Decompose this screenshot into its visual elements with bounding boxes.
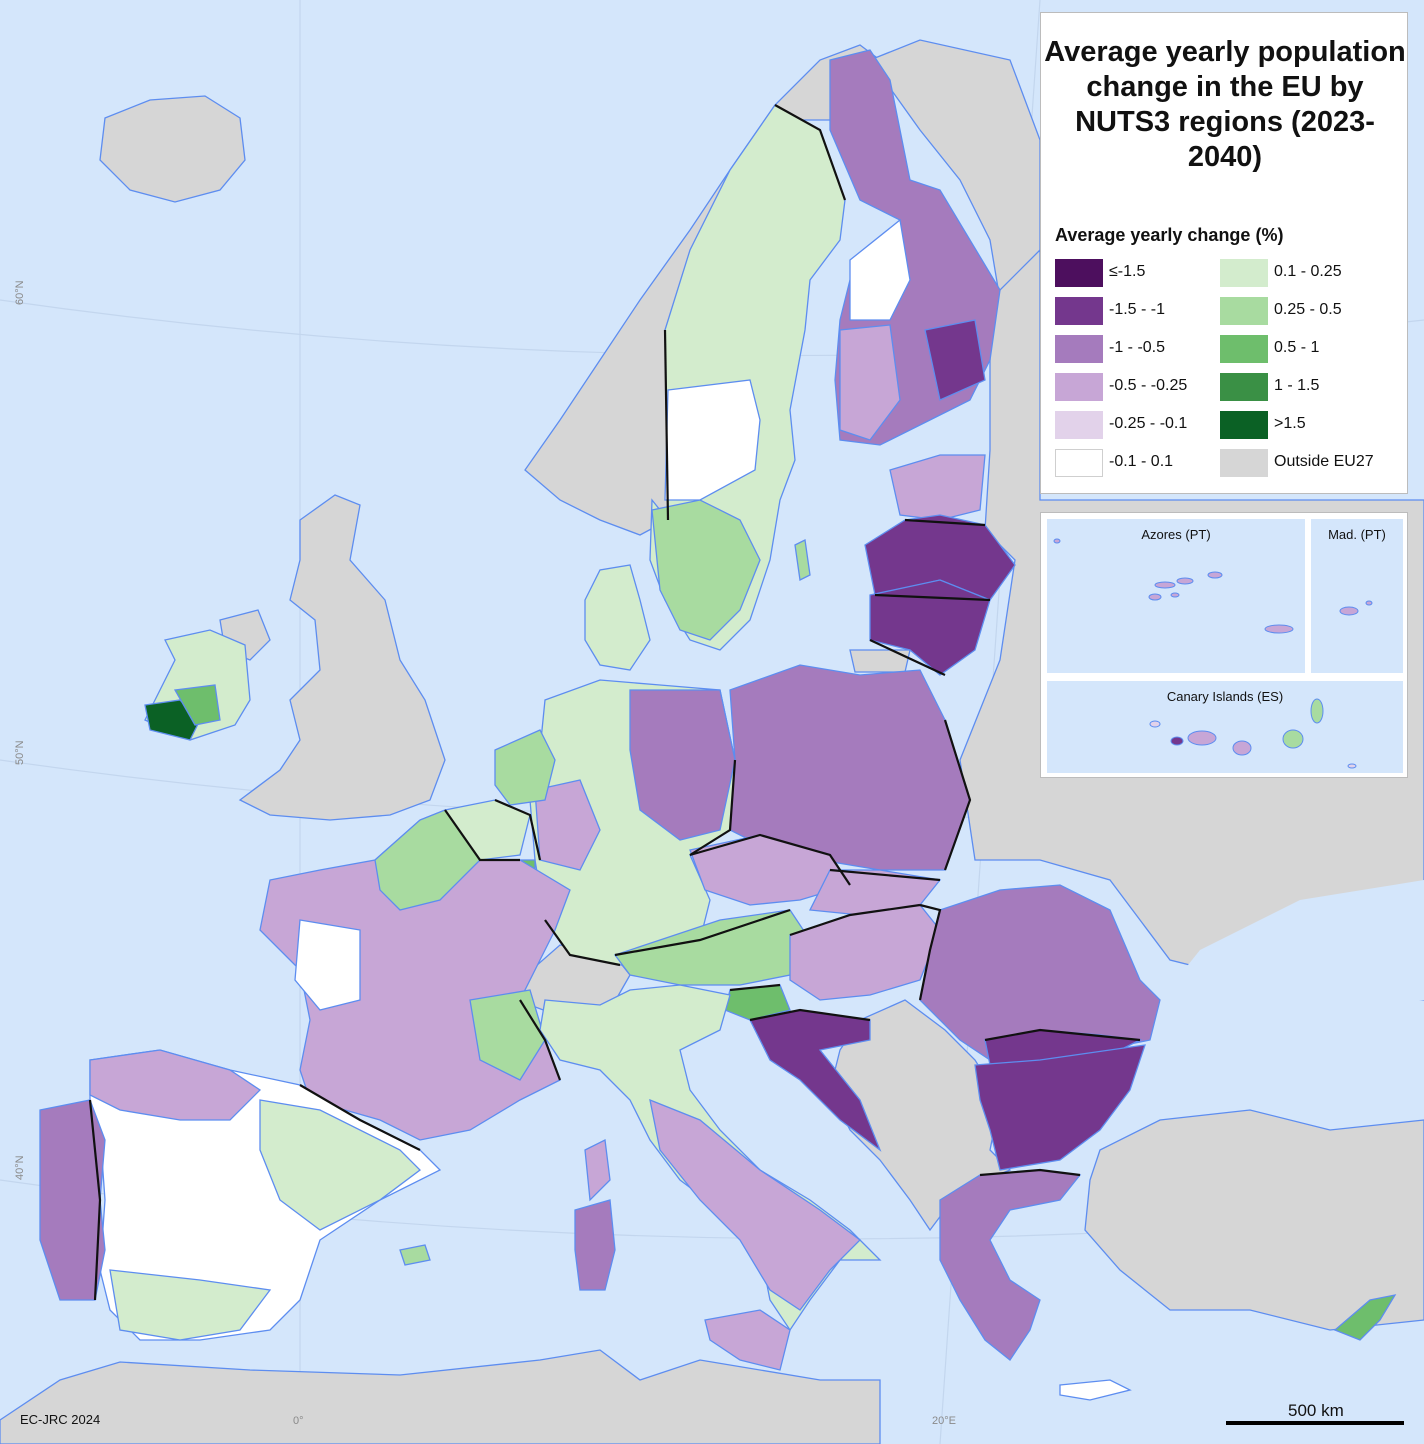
graticule-label-50n: 50°N xyxy=(14,740,26,765)
legend-swatch xyxy=(1055,411,1103,439)
sicily xyxy=(704,1309,791,1371)
inset-madeira: Mad. (PT) xyxy=(1311,519,1403,673)
legend-label: -0.5 - -0.25 xyxy=(1109,377,1188,394)
finland-dark xyxy=(924,319,986,401)
lithuania xyxy=(869,579,991,676)
azores-islands xyxy=(1053,538,1294,634)
legend-label: 0.5 - 1 xyxy=(1274,339,1320,356)
graticule-label-0: 0° xyxy=(293,1415,304,1427)
legend-swatch xyxy=(1055,449,1103,477)
legend-swatch xyxy=(1220,373,1268,401)
germany-east xyxy=(629,689,736,841)
insets-panel: Azores (PT) Mad. (PT) Canary Islands (ES… xyxy=(1040,512,1408,778)
outside-eu-land xyxy=(0,39,1424,1444)
legend-heading: Average yearly change (%) xyxy=(1055,225,1284,245)
france-east-green xyxy=(469,989,546,1081)
netherlands xyxy=(494,729,556,806)
legend-swatch xyxy=(1220,335,1268,363)
great-britain xyxy=(238,494,446,821)
legend-label: Outside EU27 xyxy=(1274,453,1374,470)
north-africa xyxy=(0,1349,881,1444)
legend-label: -1.5 - -1 xyxy=(1109,301,1166,318)
graticule-label-20e: 20°E xyxy=(932,1415,956,1427)
inset-azores: Azores (PT) xyxy=(1047,519,1305,673)
legend-label: 0.1 - 0.25 xyxy=(1274,263,1342,280)
legend-swatch xyxy=(1220,411,1268,439)
graticule-label-60n: 60°N xyxy=(14,280,26,305)
spain-east xyxy=(259,1099,421,1231)
legend-label: -1 - -0.5 xyxy=(1109,339,1166,356)
spain-north xyxy=(89,1049,262,1121)
credit: EC-JRC 2024 xyxy=(20,1412,101,1427)
eu-land xyxy=(39,49,1397,1401)
crete xyxy=(1059,1379,1132,1401)
inset-canary-label: Canary Islands (ES) xyxy=(1166,689,1284,704)
legend-label: 1 - 1.5 xyxy=(1274,377,1320,394)
legend-swatch xyxy=(1055,259,1103,287)
legend-swatch xyxy=(1055,297,1103,325)
germany-west xyxy=(534,779,601,871)
legend-swatch xyxy=(1055,335,1103,363)
hungary xyxy=(789,904,941,1001)
scale-label: 500 km xyxy=(1288,1401,1344,1420)
greece xyxy=(939,1169,1082,1361)
italy-south xyxy=(649,1098,861,1311)
black-sea-east xyxy=(1160,880,1424,1010)
scale-bar xyxy=(1226,1421,1404,1425)
legend-swatch xyxy=(1055,373,1103,401)
madeira-islands xyxy=(1339,600,1373,616)
cyprus xyxy=(1333,1294,1397,1341)
denmark xyxy=(584,564,651,671)
inset-azores-label: Azores (PT) xyxy=(1141,527,1211,542)
france-north xyxy=(374,809,481,911)
spain-south xyxy=(109,1269,272,1341)
sweden-white xyxy=(664,379,761,501)
finland-white xyxy=(849,218,911,321)
gotland xyxy=(794,539,811,581)
estonia xyxy=(889,454,986,521)
national-borders xyxy=(88,104,1141,1301)
bulgaria xyxy=(974,1044,1146,1171)
france-white xyxy=(294,919,361,1011)
legend-swatch xyxy=(1220,259,1268,287)
legend-panel: Average yearly population change in the … xyxy=(1040,12,1408,494)
balearics xyxy=(399,1244,431,1266)
iceland xyxy=(99,95,246,203)
graticule-label-40n: 40°N xyxy=(14,1155,26,1180)
legend-swatch xyxy=(1220,449,1268,477)
legend-label: >1.5 xyxy=(1274,415,1306,432)
finland-light xyxy=(839,324,901,441)
portugal xyxy=(39,1099,106,1301)
legend-label: -0.1 - 0.1 xyxy=(1109,453,1174,470)
corsica xyxy=(584,1139,611,1202)
inset-madeira-label: Mad. (PT) xyxy=(1328,527,1386,542)
ireland-mid xyxy=(173,684,221,726)
legend-label: -0.25 - -0.1 xyxy=(1109,415,1188,432)
legend-label: 0.25 - 0.5 xyxy=(1274,301,1342,318)
canary-islands xyxy=(1149,698,1357,769)
inset-canary: Canary Islands (ES) xyxy=(1047,681,1403,773)
map-title: Average yearly population change in the … xyxy=(1044,36,1406,173)
legend-label: ≤-1.5 xyxy=(1109,263,1146,280)
turkey xyxy=(1084,1109,1424,1331)
sweden-south xyxy=(651,499,761,641)
legend-swatch xyxy=(1220,297,1268,325)
sardinia xyxy=(574,1199,616,1291)
